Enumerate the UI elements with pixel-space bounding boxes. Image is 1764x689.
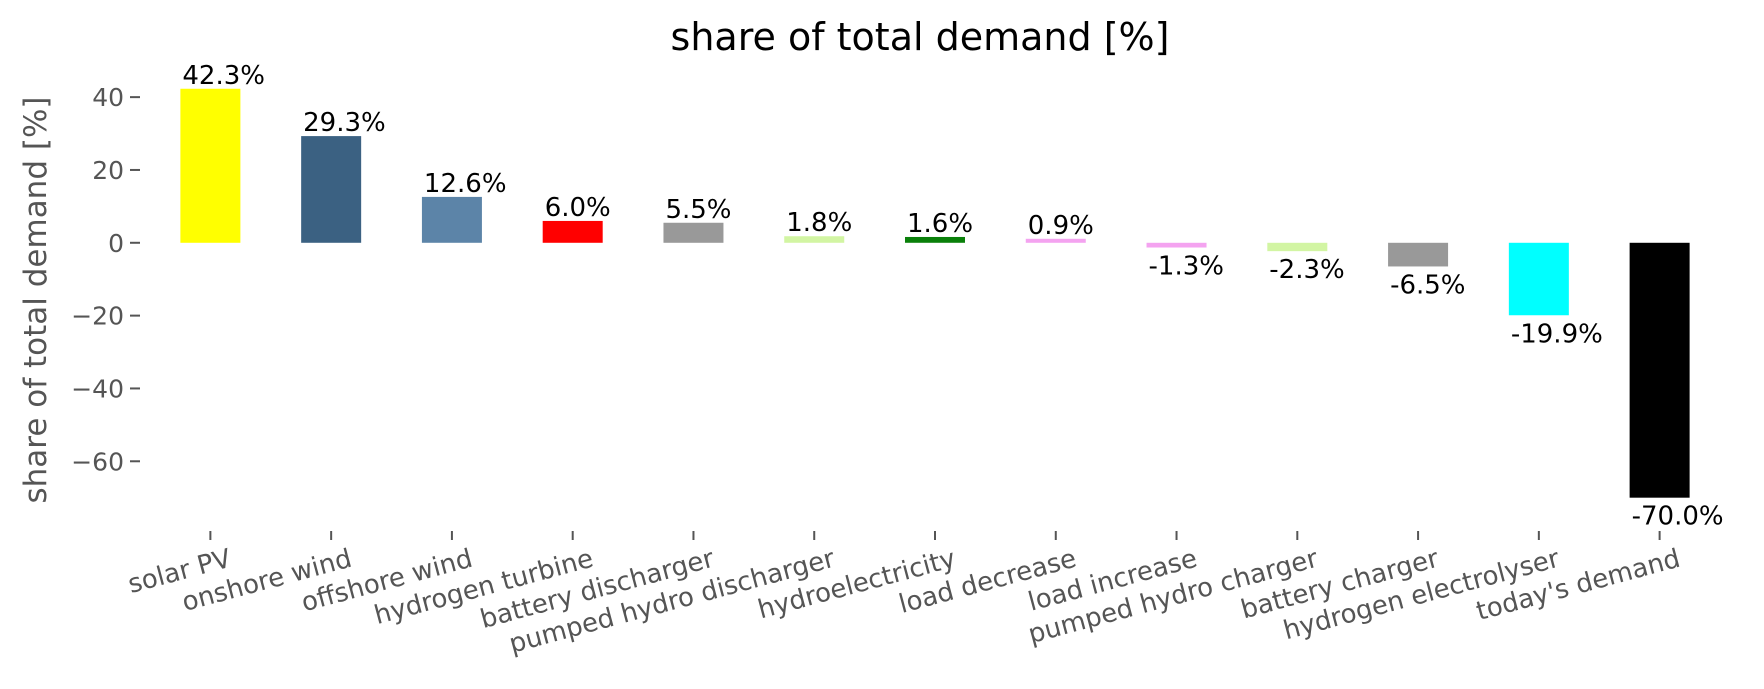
y-tick-label: 0 (108, 229, 124, 258)
bar (905, 236, 965, 243)
data-label: -1.3% (1149, 252, 1224, 282)
bar (663, 222, 724, 243)
data-label: 42.3% (182, 61, 265, 91)
data-label: 6.0% (545, 193, 611, 223)
y-tick-label: 40 (92, 83, 124, 112)
bar (1146, 242, 1207, 248)
data-label: -70.0% (1632, 502, 1724, 532)
y-tick-label: −40 (71, 374, 124, 403)
bar (542, 220, 603, 243)
data-label: 1.6% (907, 209, 973, 239)
bar (1267, 242, 1328, 252)
data-label: -19.9% (1511, 319, 1603, 349)
y-tick-label: −20 (71, 302, 124, 331)
y-tick-label: 20 (92, 156, 124, 185)
data-label: 1.8% (786, 208, 852, 238)
bar (1629, 242, 1690, 498)
data-label: 0.9% (1028, 211, 1094, 241)
bar (301, 136, 362, 243)
bar (1025, 238, 1086, 243)
bar (1508, 242, 1569, 316)
data-label: 5.5% (665, 195, 731, 225)
y-tick-label: −60 (71, 447, 124, 476)
bar (180, 88, 241, 243)
bars (180, 88, 1690, 498)
y-axis-label: share of total demand [%] (18, 96, 54, 503)
bar (784, 236, 845, 243)
chart-title: share of total demand [%] (671, 15, 1170, 59)
data-labels: 42.3% 29.3% 12.6% 6.0% 5.5% 1.8% 1.6% 0.9% -1.3%… (182, 61, 1723, 532)
bar (1388, 242, 1449, 267)
y-axis-ticks: 40 20 0 −20 −40 −60 (71, 83, 140, 476)
data-label: -6.5% (1390, 270, 1465, 300)
bar (421, 196, 482, 243)
data-label: 12.6% (424, 169, 507, 199)
data-label: 29.3% (303, 108, 386, 138)
data-label: -2.3% (1269, 255, 1344, 285)
